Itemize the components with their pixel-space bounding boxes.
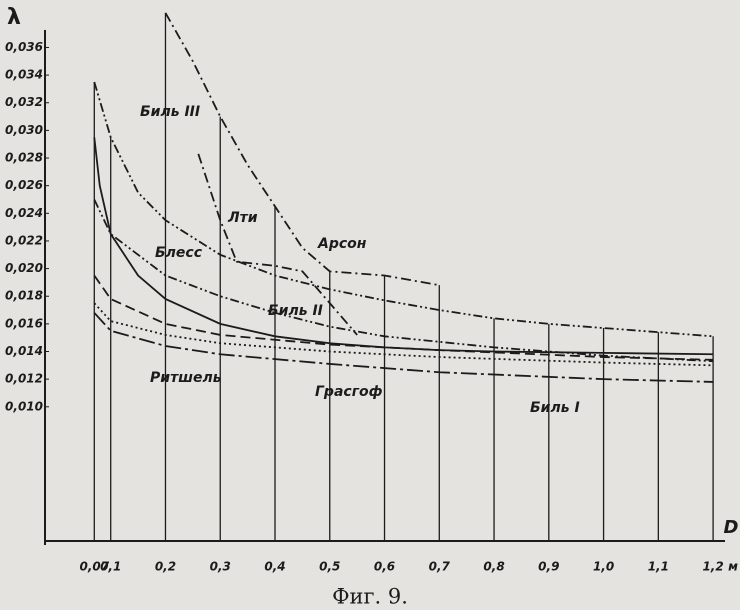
y-tick-label: 0,024 [5, 206, 43, 220]
y-tick-label: 0,036 [5, 40, 43, 54]
series-line [197, 153, 358, 336]
series-line [93, 274, 714, 361]
y-tick-label: 0,012 [5, 372, 43, 386]
series-line [164, 12, 440, 287]
x-tick-label: 1,0 [593, 560, 614, 574]
x-tick-label: 0,1 [100, 560, 121, 574]
y-tick-label: 0,018 [5, 289, 43, 303]
x-tick-label: 0,2 [155, 560, 176, 574]
series-label: Лти [227, 210, 258, 226]
x-tick-label: 0,3 [210, 560, 231, 574]
x-tick-label: 0,7 [429, 560, 451, 574]
series-label: Биль I [530, 400, 580, 416]
y-tick-label: 0,014 [5, 344, 43, 358]
y-tick-label: 0,034 [5, 68, 43, 82]
series-label: Грасгоф [315, 384, 383, 400]
y-tick-label: 0,010 [5, 399, 43, 413]
y-tick-label: 0,032 [5, 95, 43, 109]
x-tick-label: 0,6 [374, 560, 395, 574]
series-line [93, 137, 714, 356]
y-tick-label: 0,016 [5, 316, 43, 330]
series-label: Ритшель [150, 370, 222, 386]
series-label: Биль II [268, 303, 323, 319]
series-line [93, 199, 714, 363]
y-tick-label: 0,020 [5, 261, 43, 275]
series-label: Биль III [140, 104, 200, 120]
y-tick-label: 0,028 [5, 151, 43, 165]
x-tick-label: 0,4 [264, 560, 285, 574]
x-tick-label: 0,8 [483, 560, 504, 574]
x-tick-label: 1,2 [702, 560, 723, 574]
y-axis-label: λ [7, 5, 21, 30]
x-tick-label: 0,9 [538, 560, 559, 574]
series-label: Блесс [155, 245, 203, 261]
series-line [93, 312, 714, 383]
x-tick-label: 0,5 [319, 560, 340, 574]
x-tick-label: 1,1 [648, 560, 669, 574]
y-tick-label: 0,030 [5, 123, 43, 137]
x-unit: м [728, 560, 738, 574]
caption: Фиг. 9. [332, 585, 408, 609]
series-line [93, 302, 714, 367]
x-tick-label: 0,07 [79, 560, 109, 574]
x-axis-label: D [724, 517, 739, 538]
y-tick-label: 0,022 [5, 233, 43, 247]
y-tick-label: 0,026 [5, 178, 43, 192]
series-line [93, 81, 714, 338]
series-label: Арсон [317, 236, 367, 252]
